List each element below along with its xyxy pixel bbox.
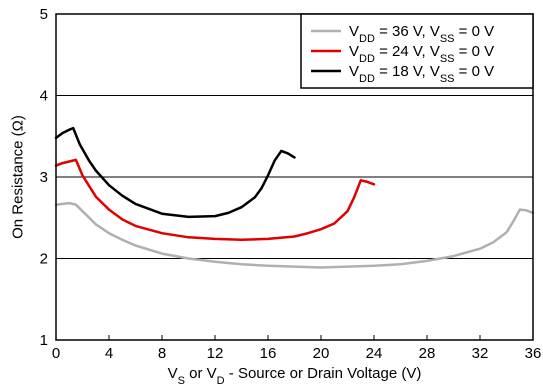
x-tick-label: 4	[105, 345, 113, 362]
x-axis-title: VS or VD - Source or Drain Voltage (V)	[168, 365, 422, 387]
x-tick-label: 20	[313, 345, 330, 362]
series-line-1	[54, 158, 376, 242]
x-tick-label: 16	[260, 345, 277, 362]
grid	[56, 95, 533, 259]
legend-label: VDD = 24 V, VSS = 0 V	[349, 43, 494, 65]
y-tick-label: 4	[40, 88, 48, 105]
x-tick-label: 36	[525, 345, 542, 362]
x-tick-label: 12	[207, 345, 224, 362]
series-line-0	[54, 201, 535, 269]
series-layer	[54, 126, 535, 269]
legend-label: VDD = 18 V, VSS = 0 V	[349, 63, 494, 85]
series-line-2	[54, 126, 296, 219]
x-tick-label: 32	[472, 345, 489, 362]
y-axis-title: On Resistance (Ω)	[9, 115, 26, 239]
y-tick-label: 2	[40, 251, 48, 268]
x-tick-label: 28	[419, 345, 436, 362]
y-tick-label: 3	[40, 169, 48, 186]
x-axis-ticks: 0 4 8 12 16 20 24 28 32 36	[52, 335, 542, 362]
y-tick-label: 5	[40, 6, 48, 23]
y-tick-label: 1	[40, 332, 48, 349]
x-tick-label: 24	[366, 345, 383, 362]
x-tick-label: 8	[158, 345, 166, 362]
legend-label: VDD = 36 V, VSS = 0 V	[349, 23, 494, 45]
y-axis-ticks: 1 2 3 4 5	[40, 6, 61, 349]
x-tick-label: 0	[52, 345, 60, 362]
